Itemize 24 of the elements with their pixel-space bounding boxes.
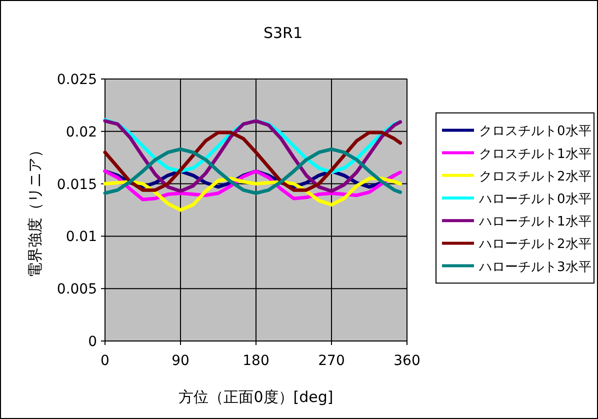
legend-label: ハローチルト2水平 (478, 237, 592, 252)
legend-label: クロスチルト0水平 (479, 124, 592, 140)
chart-title: S3R1 (263, 24, 303, 42)
legend-label: ハローチルト1水平 (478, 214, 592, 230)
x-tick-label: 0 (100, 353, 110, 369)
legend-label: クロスチルト1水平 (479, 146, 592, 162)
y-axis-title: 電界強度（リニア） (26, 142, 44, 278)
y-tick-label: 0.025 (56, 72, 97, 88)
legend-label: ハローチルト3水平 (478, 260, 592, 275)
line-series (103, 130, 402, 192)
y-tick-label: 0.01 (66, 229, 97, 246)
line-series (103, 119, 402, 193)
legend-label: ハローチルト0水平 (478, 192, 592, 207)
x-tick-label: 360 (394, 353, 420, 369)
y-tick-label: 0.015 (56, 176, 97, 193)
x-tick-label: 180 (242, 353, 270, 369)
y-tick-label: 0.005 (56, 282, 97, 298)
y-tick-label: 0.02 (66, 124, 97, 140)
x-axis-title: 方位（正面0度）[deg] (178, 388, 334, 406)
legend-label: クロスチルト2水平 (479, 169, 592, 184)
y-tick-label: 0 (88, 334, 97, 350)
x-tick-label: 90 (172, 353, 190, 369)
line-series (103, 147, 402, 195)
x-tick-label: 270 (318, 353, 345, 369)
